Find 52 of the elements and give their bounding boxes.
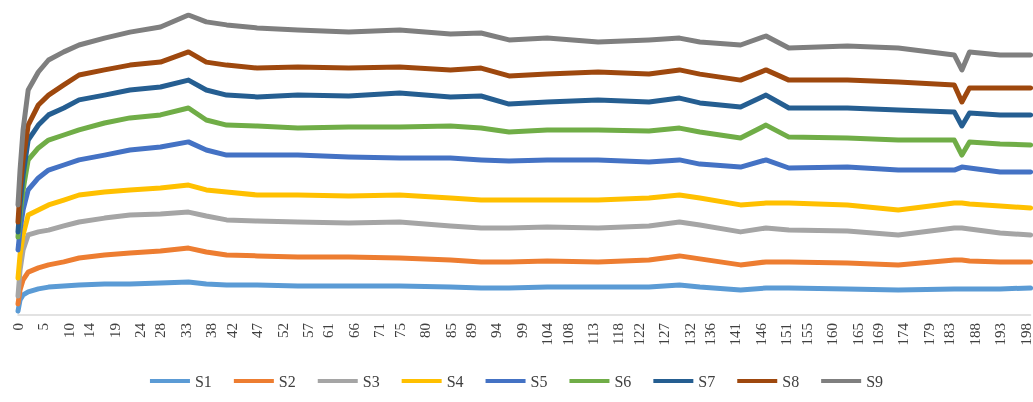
x-tick-label: 89 bbox=[462, 323, 479, 338]
x-tick-label: 127 bbox=[656, 322, 673, 346]
x-tick-label: 42 bbox=[223, 323, 240, 338]
x-tick-label: 193 bbox=[992, 323, 1009, 346]
x-tick-label: 141 bbox=[727, 323, 744, 346]
x-tick-label: 0 bbox=[10, 323, 26, 331]
x-tick-label: 5 bbox=[35, 323, 52, 331]
x-tick-label: 66 bbox=[345, 322, 362, 338]
x-tick-label: 113 bbox=[584, 323, 601, 345]
legend-label: S2 bbox=[278, 372, 296, 390]
legend-label: S3 bbox=[362, 372, 380, 390]
x-tick-label: 118 bbox=[610, 323, 627, 345]
x-tick-label: 104 bbox=[539, 322, 556, 346]
x-tick-label: 99 bbox=[513, 323, 530, 338]
x-tick-label: 71 bbox=[371, 323, 388, 338]
x-tick-label: 47 bbox=[249, 322, 266, 338]
x-tick-label: 165 bbox=[849, 323, 866, 346]
x-tick-label: 38 bbox=[203, 323, 220, 338]
x-tick-label: 146 bbox=[752, 322, 769, 346]
legend-label: S4 bbox=[446, 372, 464, 390]
x-tick-label: 155 bbox=[798, 323, 815, 346]
x-tick-label: 85 bbox=[442, 323, 459, 338]
x-tick-label: 61 bbox=[320, 323, 337, 338]
x-tick-label: 136 bbox=[702, 322, 719, 346]
x-tick-label: 14 bbox=[81, 322, 98, 338]
x-tick-label: 19 bbox=[106, 323, 123, 338]
x-tick-label: 174 bbox=[895, 322, 912, 346]
x-tick-label: 94 bbox=[488, 322, 505, 338]
x-tick-label: 183 bbox=[941, 323, 958, 346]
x-tick-label: 52 bbox=[274, 323, 291, 338]
x-tick-label: 57 bbox=[300, 322, 317, 338]
legend-label: S6 bbox=[614, 372, 632, 390]
x-tick-label: 132 bbox=[681, 323, 698, 346]
legend-label: S7 bbox=[698, 372, 716, 390]
x-tick-label: 151 bbox=[778, 323, 795, 346]
legend-label: S9 bbox=[866, 372, 884, 390]
x-tick-label: 80 bbox=[417, 323, 434, 338]
x-tick-label: 75 bbox=[391, 323, 408, 338]
legend-label: S8 bbox=[782, 372, 800, 390]
x-tick-label: 24 bbox=[132, 322, 149, 338]
x-tick-label: 10 bbox=[60, 323, 77, 338]
legend-label: S5 bbox=[530, 372, 548, 390]
x-tick-label: 33 bbox=[177, 323, 194, 338]
x-tick-label: 188 bbox=[966, 323, 983, 346]
x-tick-label: 198 bbox=[1017, 323, 1033, 346]
legend-label: S1 bbox=[194, 372, 212, 390]
x-tick-label: 169 bbox=[869, 323, 886, 346]
x-tick-label: 108 bbox=[559, 323, 576, 346]
x-tick-label: 122 bbox=[630, 323, 647, 346]
x-tick-label: 160 bbox=[824, 323, 841, 346]
x-tick-label: 28 bbox=[152, 323, 169, 338]
x-tick-label: 179 bbox=[920, 323, 937, 346]
